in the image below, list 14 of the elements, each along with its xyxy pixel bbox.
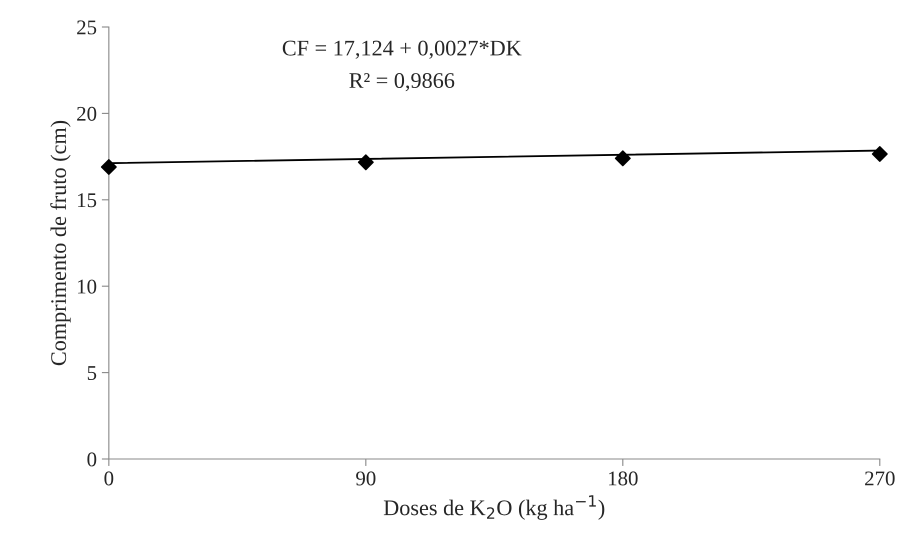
y-tick-label: 10	[78, 280, 96, 294]
y-tick-label: 25	[77, 20, 96, 34]
x-tick-label: 0	[104, 471, 114, 486]
annotation: R² = 0,9866	[349, 73, 454, 92]
y-tick-label: 15	[78, 193, 96, 208]
annotation: CF = 17,124 + 0,0027*DK	[282, 40, 522, 59]
y-tick-label: 20	[77, 106, 96, 121]
y-axis-title: Comprimento de fruto (cm)	[50, 120, 71, 366]
x-tick-label: 270	[865, 471, 895, 486]
y-tick-label: 5	[88, 366, 96, 380]
x-tick-label: 90	[356, 471, 376, 486]
y-tick-label: 0	[87, 452, 96, 466]
x-axis-title: Doses de K$_{2}$O (kg ha$^{−1}$)	[384, 495, 604, 520]
x-tick-label: 180	[609, 471, 638, 486]
